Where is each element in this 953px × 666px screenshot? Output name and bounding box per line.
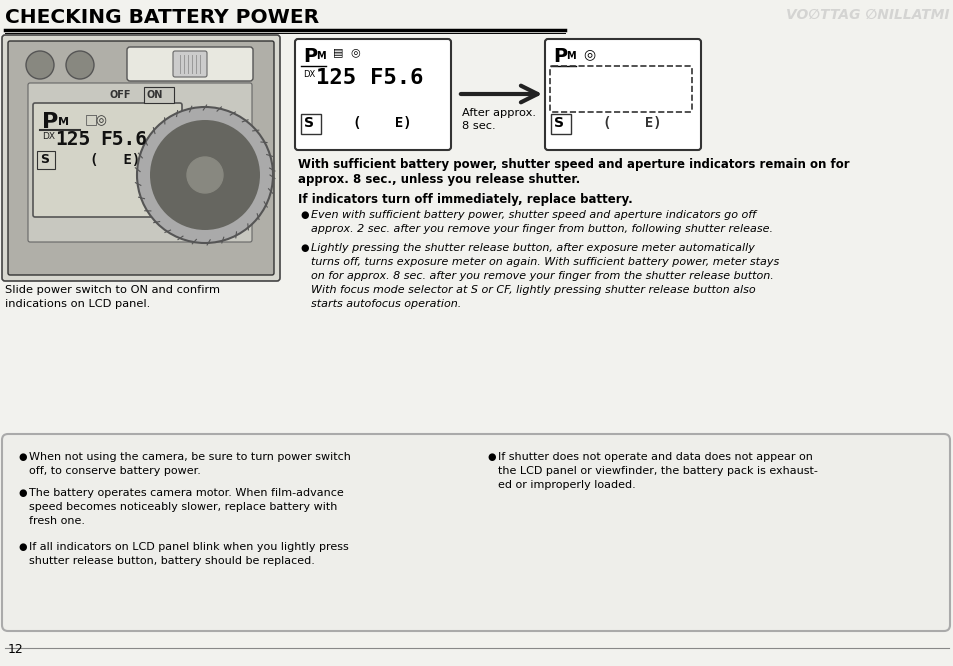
Text: S: S (304, 116, 314, 130)
Circle shape (187, 157, 223, 193)
Text: DX: DX (42, 132, 55, 141)
Text: M: M (315, 51, 325, 61)
Text: □: □ (85, 112, 98, 126)
Text: CHECKING BATTERY POWER: CHECKING BATTERY POWER (5, 8, 319, 27)
Text: If indicators turn off immediately, replace battery.: If indicators turn off immediately, repl… (297, 193, 632, 206)
Text: ●: ● (18, 452, 27, 462)
Text: P: P (553, 47, 566, 66)
Text: The battery operates camera motor. When film-advance
speed becomes noticeably sl: The battery operates camera motor. When … (29, 488, 343, 526)
Text: ●: ● (299, 210, 308, 220)
Text: ●: ● (299, 243, 308, 253)
Text: Slide power switch to ON and confirm
indications on LCD panel.: Slide power switch to ON and confirm ind… (5, 285, 220, 309)
Text: ON: ON (147, 90, 163, 100)
Text: F5.6: F5.6 (370, 68, 423, 88)
Text: ●: ● (486, 452, 495, 462)
Text: After approx.
8 sec.: After approx. 8 sec. (461, 108, 536, 131)
Text: If all indicators on LCD panel blink when you lightly press
shutter release butt: If all indicators on LCD panel blink whe… (29, 542, 349, 566)
FancyBboxPatch shape (172, 51, 207, 77)
Text: If shutter does not operate and data does not appear on
the LCD panel or viewfin: If shutter does not operate and data doe… (497, 452, 817, 490)
FancyBboxPatch shape (33, 103, 182, 217)
Text: ◎: ◎ (95, 114, 106, 127)
Text: P: P (303, 47, 316, 66)
Circle shape (150, 120, 260, 230)
Text: M: M (58, 117, 69, 127)
Text: (    E): ( E) (602, 116, 661, 130)
Text: ●: ● (18, 542, 27, 552)
Text: 125: 125 (315, 68, 355, 88)
Text: ◎: ◎ (582, 47, 595, 61)
FancyBboxPatch shape (127, 47, 253, 81)
Circle shape (26, 51, 54, 79)
Circle shape (66, 51, 94, 79)
Text: M: M (565, 51, 575, 61)
Text: S: S (40, 153, 49, 166)
Text: (    E): ( E) (353, 116, 411, 130)
Text: P: P (42, 112, 58, 132)
Text: ▤: ▤ (333, 47, 343, 57)
FancyBboxPatch shape (2, 35, 280, 281)
Text: approx. 8 sec., unless you release shutter.: approx. 8 sec., unless you release shutt… (297, 173, 579, 186)
Text: OFF: OFF (110, 90, 132, 100)
Text: VO∅TTAG ∅NILLATMI: VO∅TTAG ∅NILLATMI (785, 8, 949, 22)
FancyBboxPatch shape (544, 39, 700, 150)
Text: Lightly pressing the shutter release button, after exposure meter automatically
: Lightly pressing the shutter release but… (311, 243, 779, 309)
Text: F5.6: F5.6 (100, 130, 147, 149)
Text: ●: ● (18, 488, 27, 498)
FancyBboxPatch shape (294, 39, 451, 150)
FancyBboxPatch shape (301, 114, 320, 134)
Text: ◎: ◎ (350, 47, 359, 57)
Text: 12: 12 (8, 643, 24, 656)
Text: S: S (554, 116, 563, 130)
FancyBboxPatch shape (551, 114, 571, 134)
Text: DX: DX (303, 70, 314, 79)
Circle shape (137, 107, 273, 243)
Text: When not using the camera, be sure to turn power switch
off, to conserve battery: When not using the camera, be sure to tu… (29, 452, 351, 476)
FancyBboxPatch shape (8, 41, 274, 275)
FancyBboxPatch shape (28, 83, 252, 242)
Text: (   E): ( E) (90, 153, 140, 167)
FancyBboxPatch shape (144, 87, 173, 103)
FancyBboxPatch shape (37, 151, 55, 169)
FancyBboxPatch shape (2, 434, 949, 631)
Text: Even with sufficient battery power, shutter speed and aperture indicators go off: Even with sufficient battery power, shut… (311, 210, 772, 234)
Text: With sufficient battery power, shutter speed and aperture indicators remain on f: With sufficient battery power, shutter s… (297, 158, 849, 171)
Text: 125: 125 (55, 130, 91, 149)
